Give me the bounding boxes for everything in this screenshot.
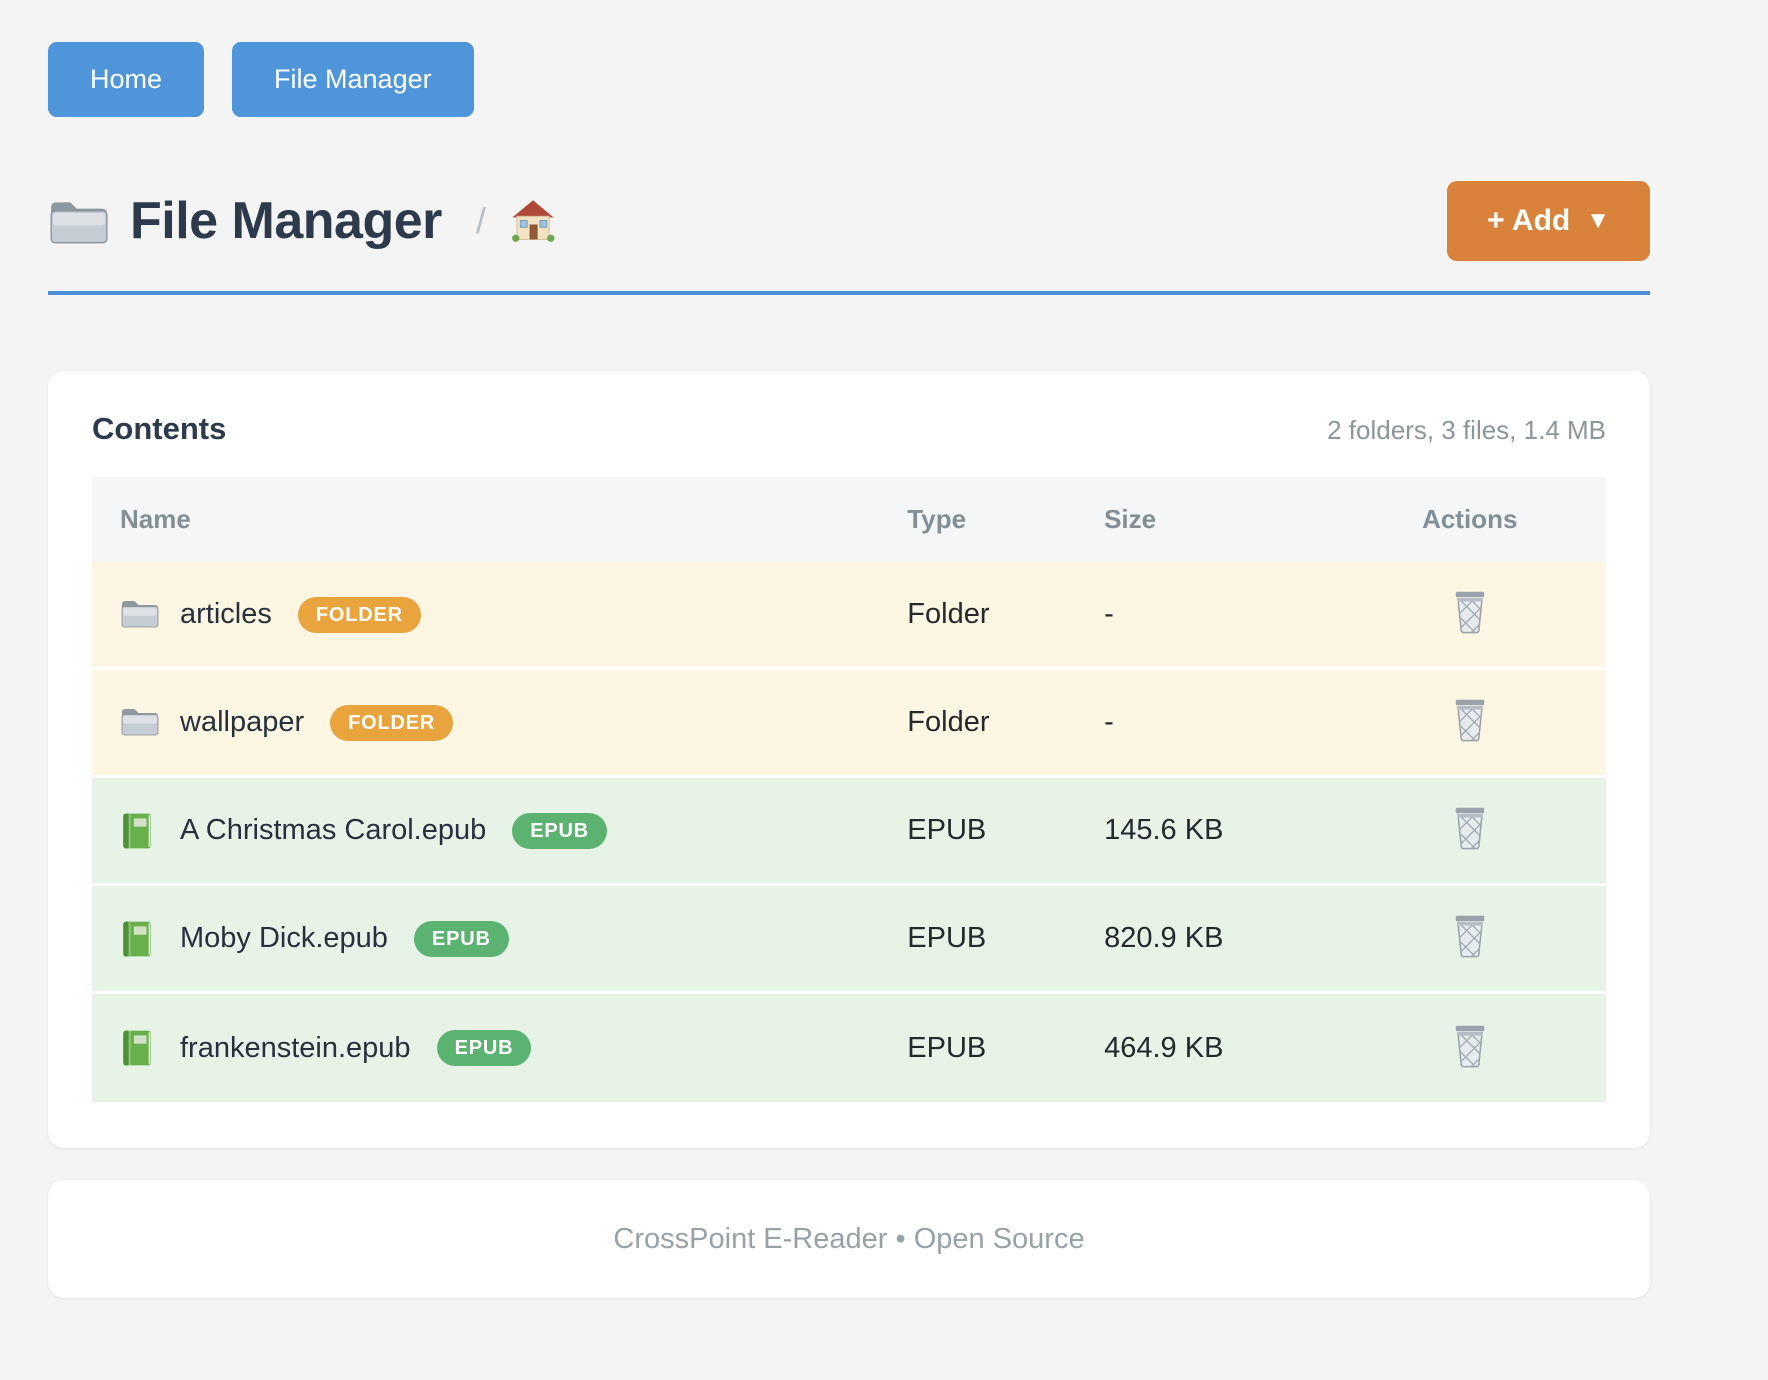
folder-icon (120, 596, 160, 634)
table-row[interactable]: articles FOLDER Folder - (92, 562, 1606, 670)
contents-table: Name Type Size Actions (92, 477, 1606, 1102)
home-icon[interactable] (510, 198, 556, 244)
file-size: 820.9 KB (1076, 886, 1334, 994)
footer-text: CrossPoint E-Reader • Open Source (613, 1222, 1085, 1255)
footer: CrossPoint E-Reader • Open Source (48, 1180, 1650, 1298)
file-type: Folder (879, 562, 1077, 670)
file-name: frankenstein.epub (180, 1031, 411, 1064)
page-header: File Manager / + Add ▼ (48, 181, 1650, 261)
file-size: - (1076, 562, 1334, 670)
column-header-size: Size (1076, 477, 1334, 562)
trash-icon (1450, 915, 1490, 962)
file-name: A Christmas Carol.epub (180, 814, 487, 846)
add-button-label: + Add (1487, 204, 1571, 237)
home-button[interactable]: Home (48, 42, 205, 117)
header-divider (48, 291, 1650, 295)
type-badge: EPUB (436, 1030, 532, 1066)
breadcrumb-separator: / (475, 200, 486, 241)
contents-summary: 2 folders, 3 files, 1.4 MB (1327, 415, 1606, 445)
book-icon (120, 812, 160, 850)
file-type: EPUB (879, 778, 1077, 886)
file-size: 464.9 KB (1104, 1031, 1224, 1064)
file-name: articles (180, 598, 272, 630)
delete-button[interactable] (1450, 589, 1490, 638)
delete-button[interactable] (1450, 697, 1490, 746)
delete-button[interactable] (1450, 805, 1490, 854)
trash-icon (1450, 1025, 1490, 1072)
table-row[interactable]: frankenstein.epub EPUB EPUB 464.9 KB (92, 994, 1606, 1102)
type-badge: FOLDER (297, 596, 421, 633)
add-button[interactable]: + Add ▼ (1447, 181, 1650, 261)
book-icon (120, 1029, 160, 1067)
folder-icon (48, 195, 110, 247)
page-title: File Manager (130, 192, 442, 250)
top-nav: Home File Manager (48, 0, 1650, 117)
file-type: EPUB (879, 886, 1077, 994)
contents-title: Contents (92, 411, 227, 446)
column-header-actions: Actions (1333, 477, 1606, 562)
type-badge: EPUB (512, 812, 608, 849)
file-name: Moby Dick.epub (180, 922, 388, 954)
chevron-down-icon: ▼ (1586, 207, 1610, 234)
contents-card: Contents 2 folders, 3 files, 1.4 MB Name… (48, 371, 1650, 1148)
title-group: File Manager / (48, 191, 556, 251)
page-container: Home File Manager File Manager / (48, 0, 1650, 1298)
table-row[interactable]: A Christmas Carol.epub EPUB EPUB 145.6 K… (92, 778, 1606, 886)
trash-icon (1450, 699, 1490, 746)
table-header-row: Name Type Size Actions (92, 477, 1606, 562)
file-size: - (1076, 670, 1334, 778)
delete-button[interactable] (1450, 1023, 1490, 1072)
file-type: Folder (879, 670, 1077, 778)
trash-icon (1450, 807, 1490, 854)
table-row[interactable]: Moby Dick.epub EPUB EPUB 820.9 KB (92, 886, 1606, 994)
delete-button[interactable] (1450, 913, 1490, 962)
contents-table-body: articles FOLDER Folder - (92, 562, 1606, 1102)
column-header-name: Name (92, 477, 880, 562)
file-size: 145.6 KB (1076, 778, 1334, 886)
type-badge: EPUB (413, 920, 509, 957)
file-name: wallpaper (180, 706, 305, 738)
trash-icon (1450, 591, 1490, 638)
folder-icon (120, 704, 160, 742)
file-type: EPUB (907, 1031, 987, 1064)
file-manager-button[interactable]: File Manager (232, 42, 474, 117)
type-badge: FOLDER (330, 704, 454, 741)
column-header-type: Type (879, 477, 1077, 562)
contents-card-header: Contents 2 folders, 3 files, 1.4 MB (92, 411, 1606, 447)
book-icon (120, 920, 160, 958)
table-row[interactable]: wallpaper FOLDER Folder - (92, 670, 1606, 778)
